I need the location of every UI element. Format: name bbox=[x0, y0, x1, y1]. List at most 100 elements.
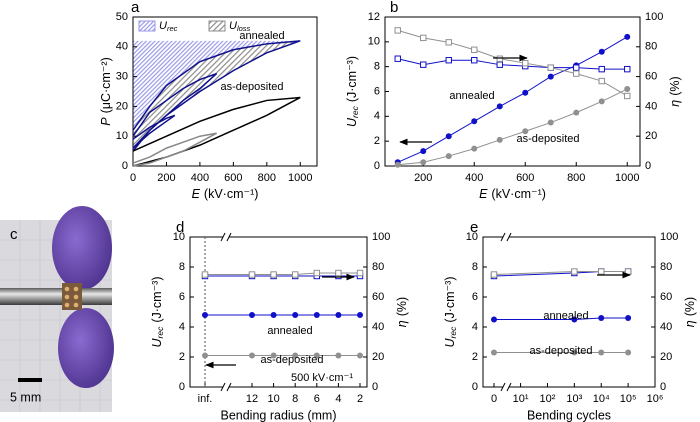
panel-letter: d bbox=[176, 219, 184, 236]
annotation: as-deposited bbox=[261, 354, 324, 366]
point bbox=[496, 103, 503, 110]
y-axis-label: Urec (J·cm⁻³) bbox=[345, 56, 360, 127]
point bbox=[522, 59, 529, 67]
point bbox=[445, 39, 452, 46]
x-tick-label: 400 bbox=[191, 172, 209, 184]
legend-symbol: U bbox=[229, 20, 237, 32]
y-tick-label: 2 bbox=[179, 351, 185, 363]
y2-tick-label: 20 bbox=[660, 351, 672, 363]
x-tick-label: 8 bbox=[292, 393, 298, 405]
point bbox=[571, 349, 578, 356]
y2-tick-label: 60 bbox=[372, 291, 384, 303]
label-symbol: η bbox=[395, 320, 409, 327]
point bbox=[491, 349, 497, 356]
point bbox=[547, 73, 554, 80]
point bbox=[573, 64, 580, 71]
label-unit: (%) bbox=[668, 76, 682, 95]
point bbox=[496, 55, 503, 62]
point bbox=[496, 61, 503, 68]
point bbox=[270, 271, 277, 278]
label-symbol: U bbox=[443, 338, 457, 348]
y2-axis-label: η (%) bbox=[668, 76, 682, 106]
y-tick-label: 2 bbox=[472, 351, 478, 363]
series-line bbox=[397, 58, 628, 70]
point bbox=[420, 61, 427, 68]
legend-subscript: loss bbox=[237, 24, 251, 33]
legend-subscript: rec bbox=[167, 24, 178, 33]
point bbox=[420, 159, 427, 166]
point bbox=[547, 119, 554, 126]
y-tick-label: 10 bbox=[466, 231, 478, 243]
series-line bbox=[493, 271, 629, 275]
x-tick-label: 6 bbox=[314, 393, 320, 405]
label-unit: (kV·cm⁻¹) bbox=[491, 187, 546, 201]
y2-tick-label: 20 bbox=[372, 351, 384, 363]
legend-symbol: U bbox=[159, 20, 167, 32]
label-unit: (%) bbox=[683, 297, 697, 316]
axis-break bbox=[226, 382, 232, 392]
y-tick-label: 20 bbox=[116, 100, 128, 112]
point bbox=[598, 77, 605, 85]
annotation: as-deposited bbox=[517, 133, 580, 145]
series-line bbox=[132, 96, 301, 167]
point bbox=[313, 269, 321, 277]
label-symbol: P bbox=[99, 117, 113, 126]
x-axis-label: Bending cycles bbox=[527, 408, 611, 422]
point bbox=[292, 271, 299, 278]
plot-frame bbox=[189, 236, 368, 388]
y-tick-label: 10 bbox=[368, 36, 380, 48]
y-tick-label: 40 bbox=[116, 41, 128, 53]
y2-tick-label: 60 bbox=[660, 291, 672, 303]
x-tick-label: inf. bbox=[198, 393, 213, 405]
point bbox=[598, 349, 605, 356]
y-tick-label: 6 bbox=[374, 85, 380, 97]
point bbox=[335, 312, 342, 318]
label-symbol: E bbox=[192, 187, 201, 201]
series-line bbox=[494, 317, 629, 320]
series-line bbox=[132, 132, 217, 167]
point bbox=[522, 89, 529, 96]
point bbox=[471, 57, 478, 64]
loss-area bbox=[133, 40, 301, 152]
point bbox=[335, 352, 342, 359]
point bbox=[201, 271, 209, 278]
point bbox=[496, 136, 503, 143]
point bbox=[249, 312, 255, 318]
point bbox=[598, 65, 605, 73]
legend-label: Uloss bbox=[229, 20, 251, 33]
point bbox=[313, 352, 320, 359]
x-tick-label: 12 bbox=[246, 393, 258, 405]
point bbox=[394, 161, 401, 168]
y-tick-label: 0 bbox=[374, 160, 380, 172]
label-subscript: rec bbox=[448, 326, 458, 339]
y2-tick-label: 40 bbox=[372, 321, 384, 333]
annotation: as-deposited bbox=[530, 345, 593, 357]
point bbox=[394, 27, 401, 34]
point bbox=[357, 312, 363, 318]
y2-tick-label: 100 bbox=[660, 231, 678, 243]
point bbox=[598, 48, 605, 55]
series-line bbox=[397, 29, 628, 97]
x-tick-label: 1000 bbox=[288, 172, 312, 184]
panel-letter: c bbox=[10, 226, 18, 243]
label-subscript: rec bbox=[155, 326, 165, 339]
legend-label: Urec bbox=[159, 20, 178, 33]
annotation: annealed bbox=[449, 90, 494, 102]
y-tick-label: 8 bbox=[472, 261, 478, 273]
y2-tick-label: 100 bbox=[645, 11, 663, 23]
x-tick-label: 200 bbox=[414, 172, 432, 184]
point bbox=[292, 312, 299, 318]
point bbox=[420, 34, 427, 42]
y-tick-label: 10 bbox=[116, 130, 128, 142]
y-tick-label: 4 bbox=[374, 110, 380, 122]
point bbox=[249, 352, 255, 359]
series-line bbox=[132, 72, 218, 149]
point bbox=[624, 268, 632, 275]
axis-break bbox=[220, 382, 226, 392]
label-unit: (J·cm⁻³) bbox=[443, 276, 457, 322]
annotation: 500 kV·cm⁻¹ bbox=[291, 372, 353, 384]
point bbox=[356, 269, 364, 277]
point bbox=[598, 98, 605, 105]
y-tick-label: 6 bbox=[179, 291, 185, 303]
